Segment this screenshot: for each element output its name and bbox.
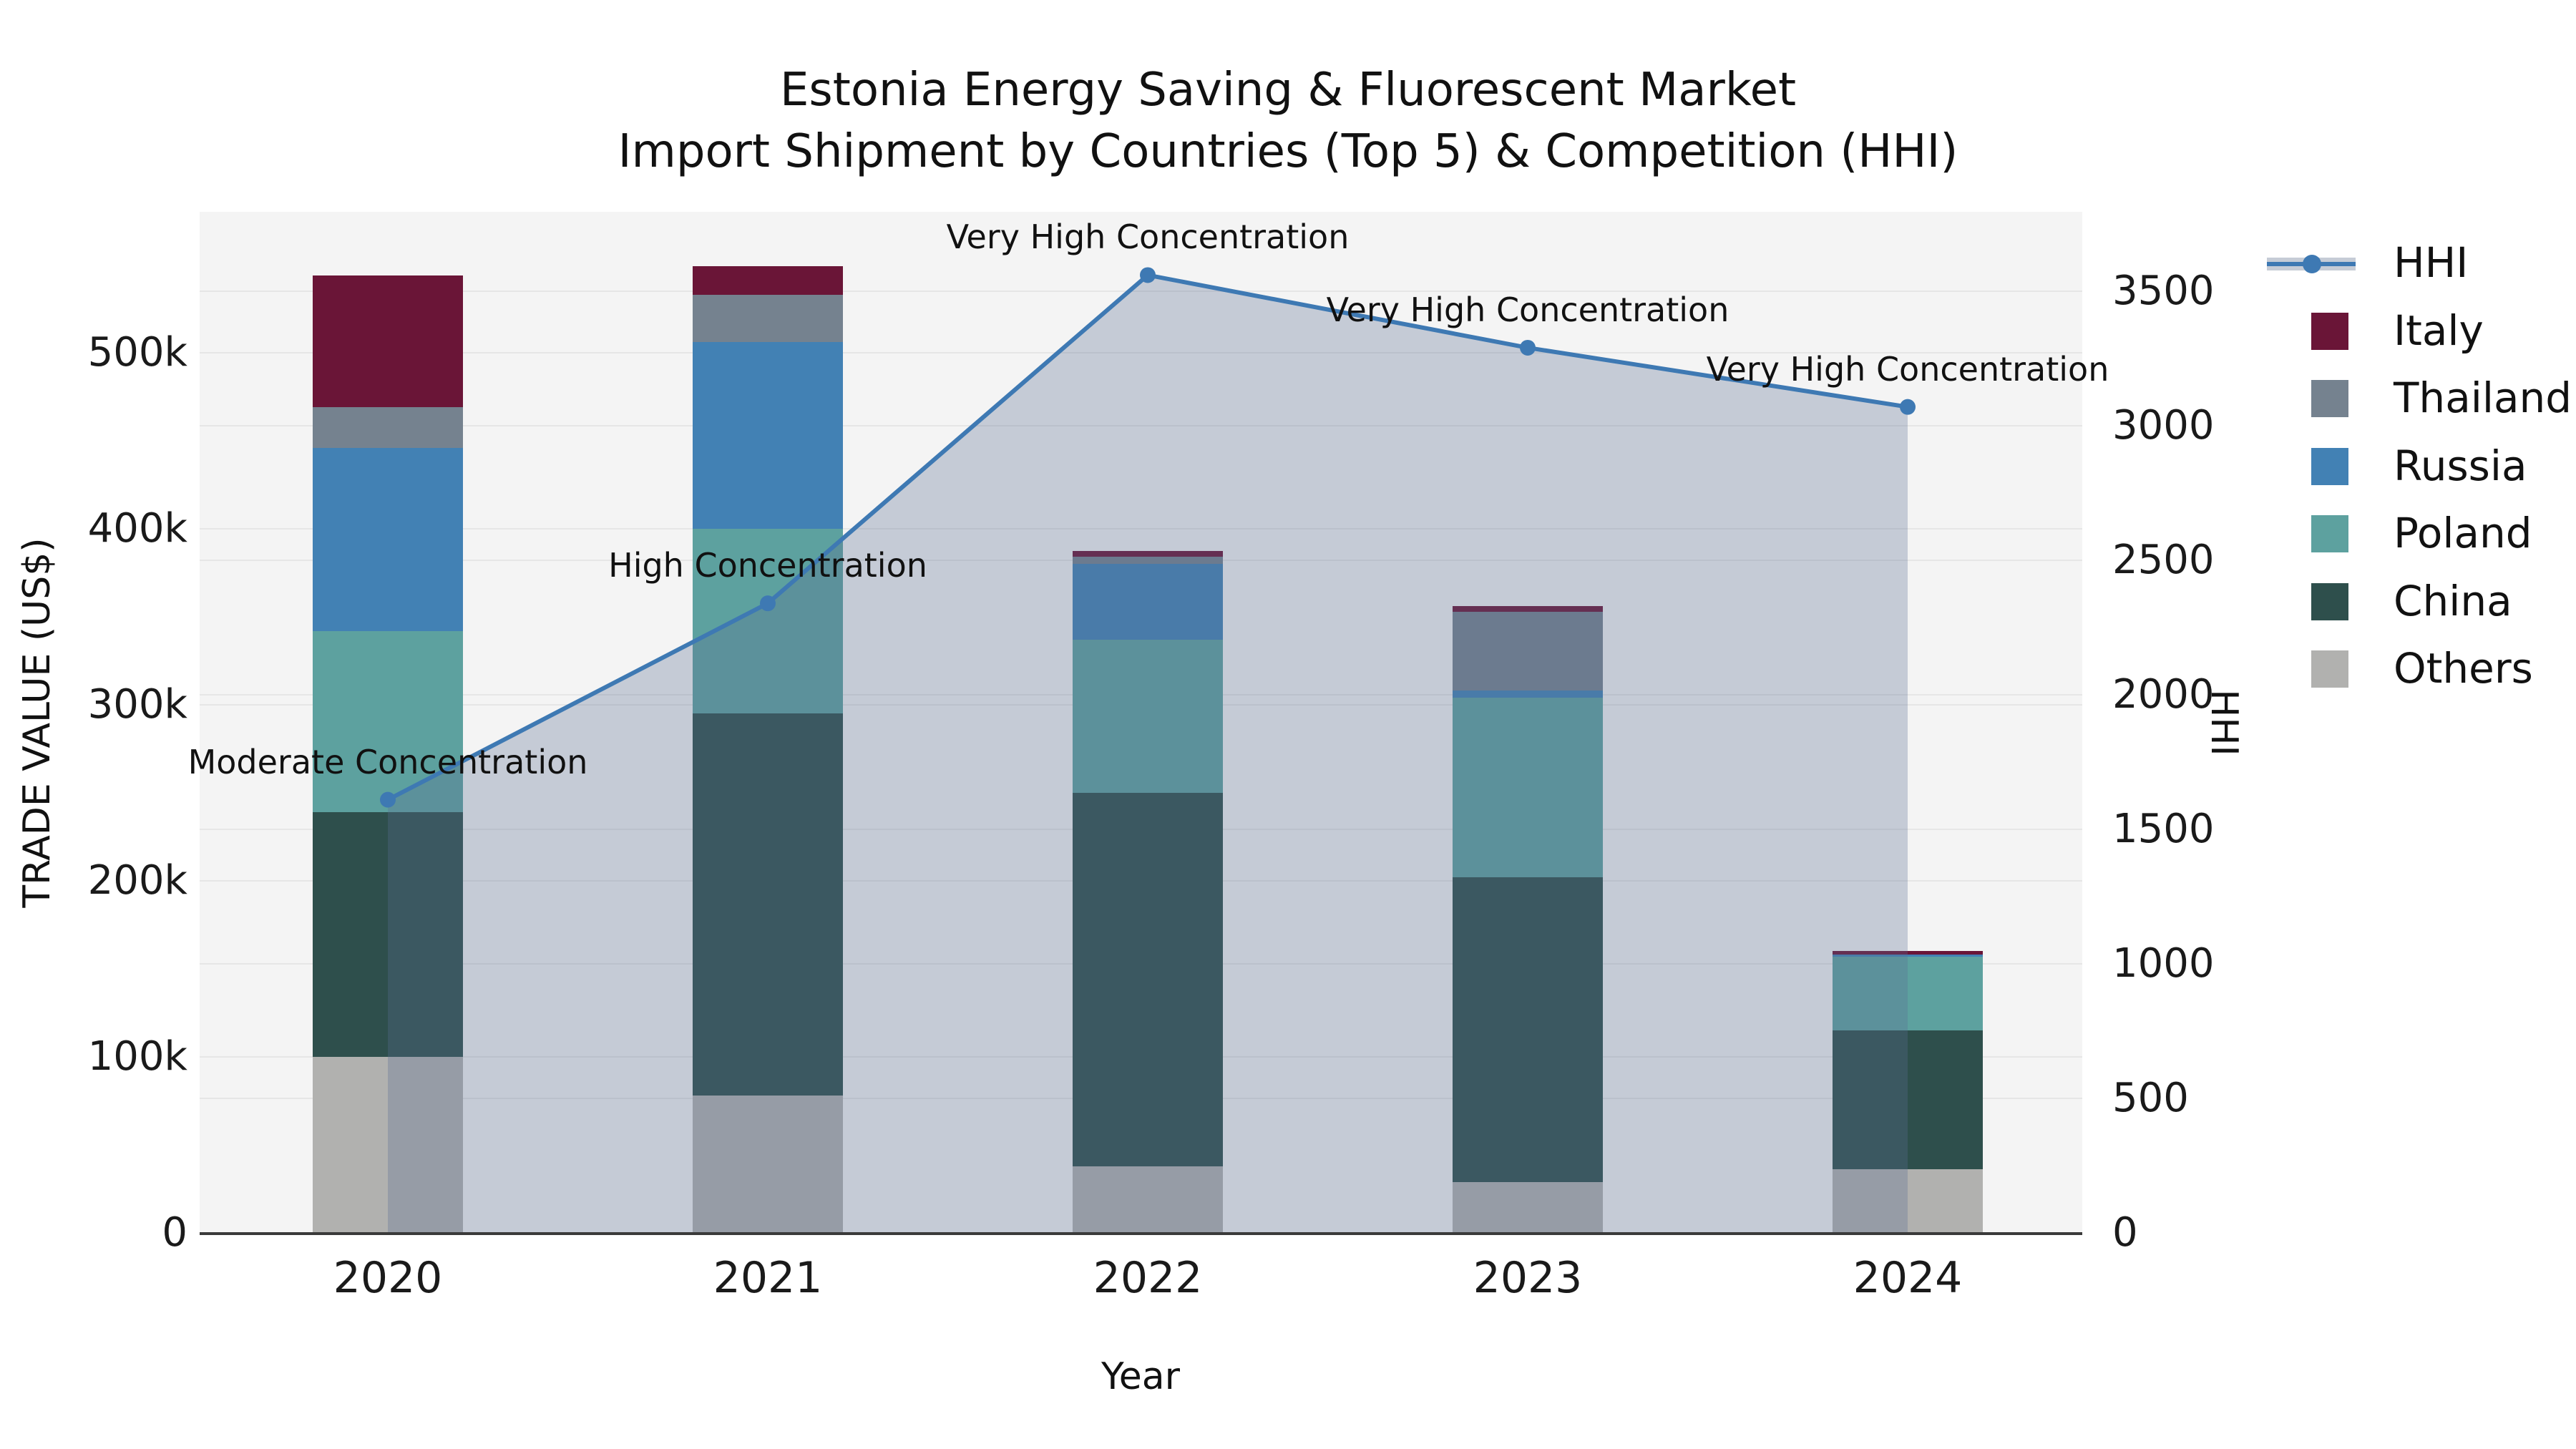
x-tick-2021: 2021 xyxy=(713,1253,823,1303)
bar-segment-poland-2022 xyxy=(1073,639,1223,793)
legend-label-hhi: HHI xyxy=(2394,238,2469,287)
bar-segment-thailand-2020 xyxy=(313,407,463,448)
bar-segment-russia-2024 xyxy=(1833,955,1983,957)
y-left-tick-0: 0 xyxy=(162,1209,187,1256)
bar-segment-others-2021 xyxy=(693,1096,843,1233)
bar-segment-italy-2022 xyxy=(1073,550,1223,557)
y-left-tick-400k: 400k xyxy=(87,505,187,552)
bar-segment-china-2024 xyxy=(1833,1030,1983,1170)
bar-segment-russia-2020 xyxy=(313,447,463,631)
bar-segment-russia-2023 xyxy=(1453,691,1603,698)
y-left-tick-200k: 200k xyxy=(87,857,187,904)
annotation-2021: High Concentration xyxy=(608,546,927,585)
gridline-left-500k xyxy=(200,352,2082,353)
y-left-tick-500k: 500k xyxy=(87,329,187,376)
legend-item-poland: Poland xyxy=(2261,511,2569,557)
hhi-area xyxy=(388,275,1908,1234)
legend-swatch-russia xyxy=(2311,447,2348,485)
y-right-tick-500: 500 xyxy=(2112,1075,2189,1121)
bar-segment-thailand-2023 xyxy=(1453,611,1603,691)
bar-segment-italy-2024 xyxy=(1833,951,1983,955)
legend-swatch-others xyxy=(2311,650,2348,688)
bar-segment-others-2020 xyxy=(313,1057,463,1233)
x-tick-2023: 2023 xyxy=(1473,1253,1583,1303)
x-tick-2024: 2024 xyxy=(1853,1253,1963,1303)
hhi-marker-2020 xyxy=(380,791,396,808)
hhi-marker-2024 xyxy=(1900,399,1916,415)
annotation-2020: Moderate Concentration xyxy=(187,742,588,781)
legend-label-thailand: Thailand xyxy=(2394,374,2572,422)
annotation-2024: Very High Concentration xyxy=(1706,349,2109,389)
y-right-tick-0: 0 xyxy=(2112,1209,2138,1256)
legend-item-hhi: HHI xyxy=(2261,240,2569,286)
legend-swatch-thailand xyxy=(2311,380,2348,417)
x-axis-title: Year xyxy=(1101,1355,1181,1398)
y-right-tick-1500: 1500 xyxy=(2112,806,2215,852)
legend-item-italy: Italy xyxy=(2261,308,2569,354)
bar-segment-china-2022 xyxy=(1073,793,1223,1166)
annotation-2023: Very High Concentration xyxy=(1326,290,1729,329)
bar-segment-china-2021 xyxy=(693,713,843,1096)
bar-segment-italy-2020 xyxy=(313,275,463,408)
legend-label-russia: Russia xyxy=(2394,441,2527,490)
hhi-marker-2021 xyxy=(760,595,776,612)
bar-segment-poland-2024 xyxy=(1833,956,1983,1031)
annotation-2022: Very High Concentration xyxy=(946,218,1350,257)
legend-item-china: China xyxy=(2261,579,2569,625)
x-axis-line xyxy=(200,1232,2082,1235)
hhi-marker-2022 xyxy=(1140,267,1156,283)
legend-item-thailand: Thailand xyxy=(2261,374,2572,422)
bar-segment-italy-2021 xyxy=(693,266,843,295)
legend-swatch-china xyxy=(2311,582,2348,620)
legend-item-russia: Russia xyxy=(2261,444,2569,489)
y-left-tick-100k: 100k xyxy=(87,1033,187,1080)
legend-label-italy: Italy xyxy=(2394,306,2484,355)
bar-segment-thailand-2021 xyxy=(693,294,843,343)
x-tick-2022: 2022 xyxy=(1093,1253,1203,1303)
y-right-tick-2500: 2500 xyxy=(2112,537,2215,583)
right-axis-title: HHI xyxy=(2202,689,2245,756)
bar-segment-china-2020 xyxy=(313,812,463,1057)
bar-segment-italy-2023 xyxy=(1453,606,1603,612)
gridline-left-400k xyxy=(200,528,2082,530)
y-right-tick-2000: 2000 xyxy=(2112,671,2215,718)
legend-swatch-poland xyxy=(2311,515,2348,552)
legend-label-others: Others xyxy=(2394,644,2533,693)
bar-segment-china-2023 xyxy=(1453,877,1603,1182)
legend-swatch-italy xyxy=(2311,312,2348,350)
left-axis-title: TRADE VALUE (US$) xyxy=(16,537,59,908)
bar-segment-poland-2020 xyxy=(313,630,463,813)
gridline-right-3500 xyxy=(200,291,2082,292)
bar-segment-others-2023 xyxy=(1453,1181,1603,1233)
legend-label-china: China xyxy=(2394,576,2512,625)
y-right-tick-3500: 3500 xyxy=(2112,268,2215,314)
hhi-marker-2023 xyxy=(1520,339,1536,356)
legend-item-others: Others xyxy=(2261,646,2569,692)
y-left-tick-300k: 300k xyxy=(87,681,187,728)
bar-segment-russia-2021 xyxy=(693,342,843,529)
y-right-tick-1000: 1000 xyxy=(2112,940,2215,987)
y-right-tick-3000: 3000 xyxy=(2112,402,2215,449)
x-tick-2020: 2020 xyxy=(333,1253,443,1303)
hhi-legend-marker-icon xyxy=(2303,255,2321,273)
bar-segment-poland-2023 xyxy=(1453,698,1603,878)
legend-label-poland: Poland xyxy=(2394,509,2532,557)
chart-title-line1: Estonia Energy Saving & Fluorescent Mark… xyxy=(779,64,1797,117)
bar-segment-others-2022 xyxy=(1073,1166,1223,1233)
chart-title-line2: Import Shipment by Countries (Top 5) & C… xyxy=(618,125,1958,178)
gridline-right-3000 xyxy=(200,425,2082,426)
bar-segment-thailand-2022 xyxy=(1073,557,1223,565)
bar-segment-russia-2022 xyxy=(1073,564,1223,640)
bar-segment-others-2024 xyxy=(1833,1169,1983,1233)
